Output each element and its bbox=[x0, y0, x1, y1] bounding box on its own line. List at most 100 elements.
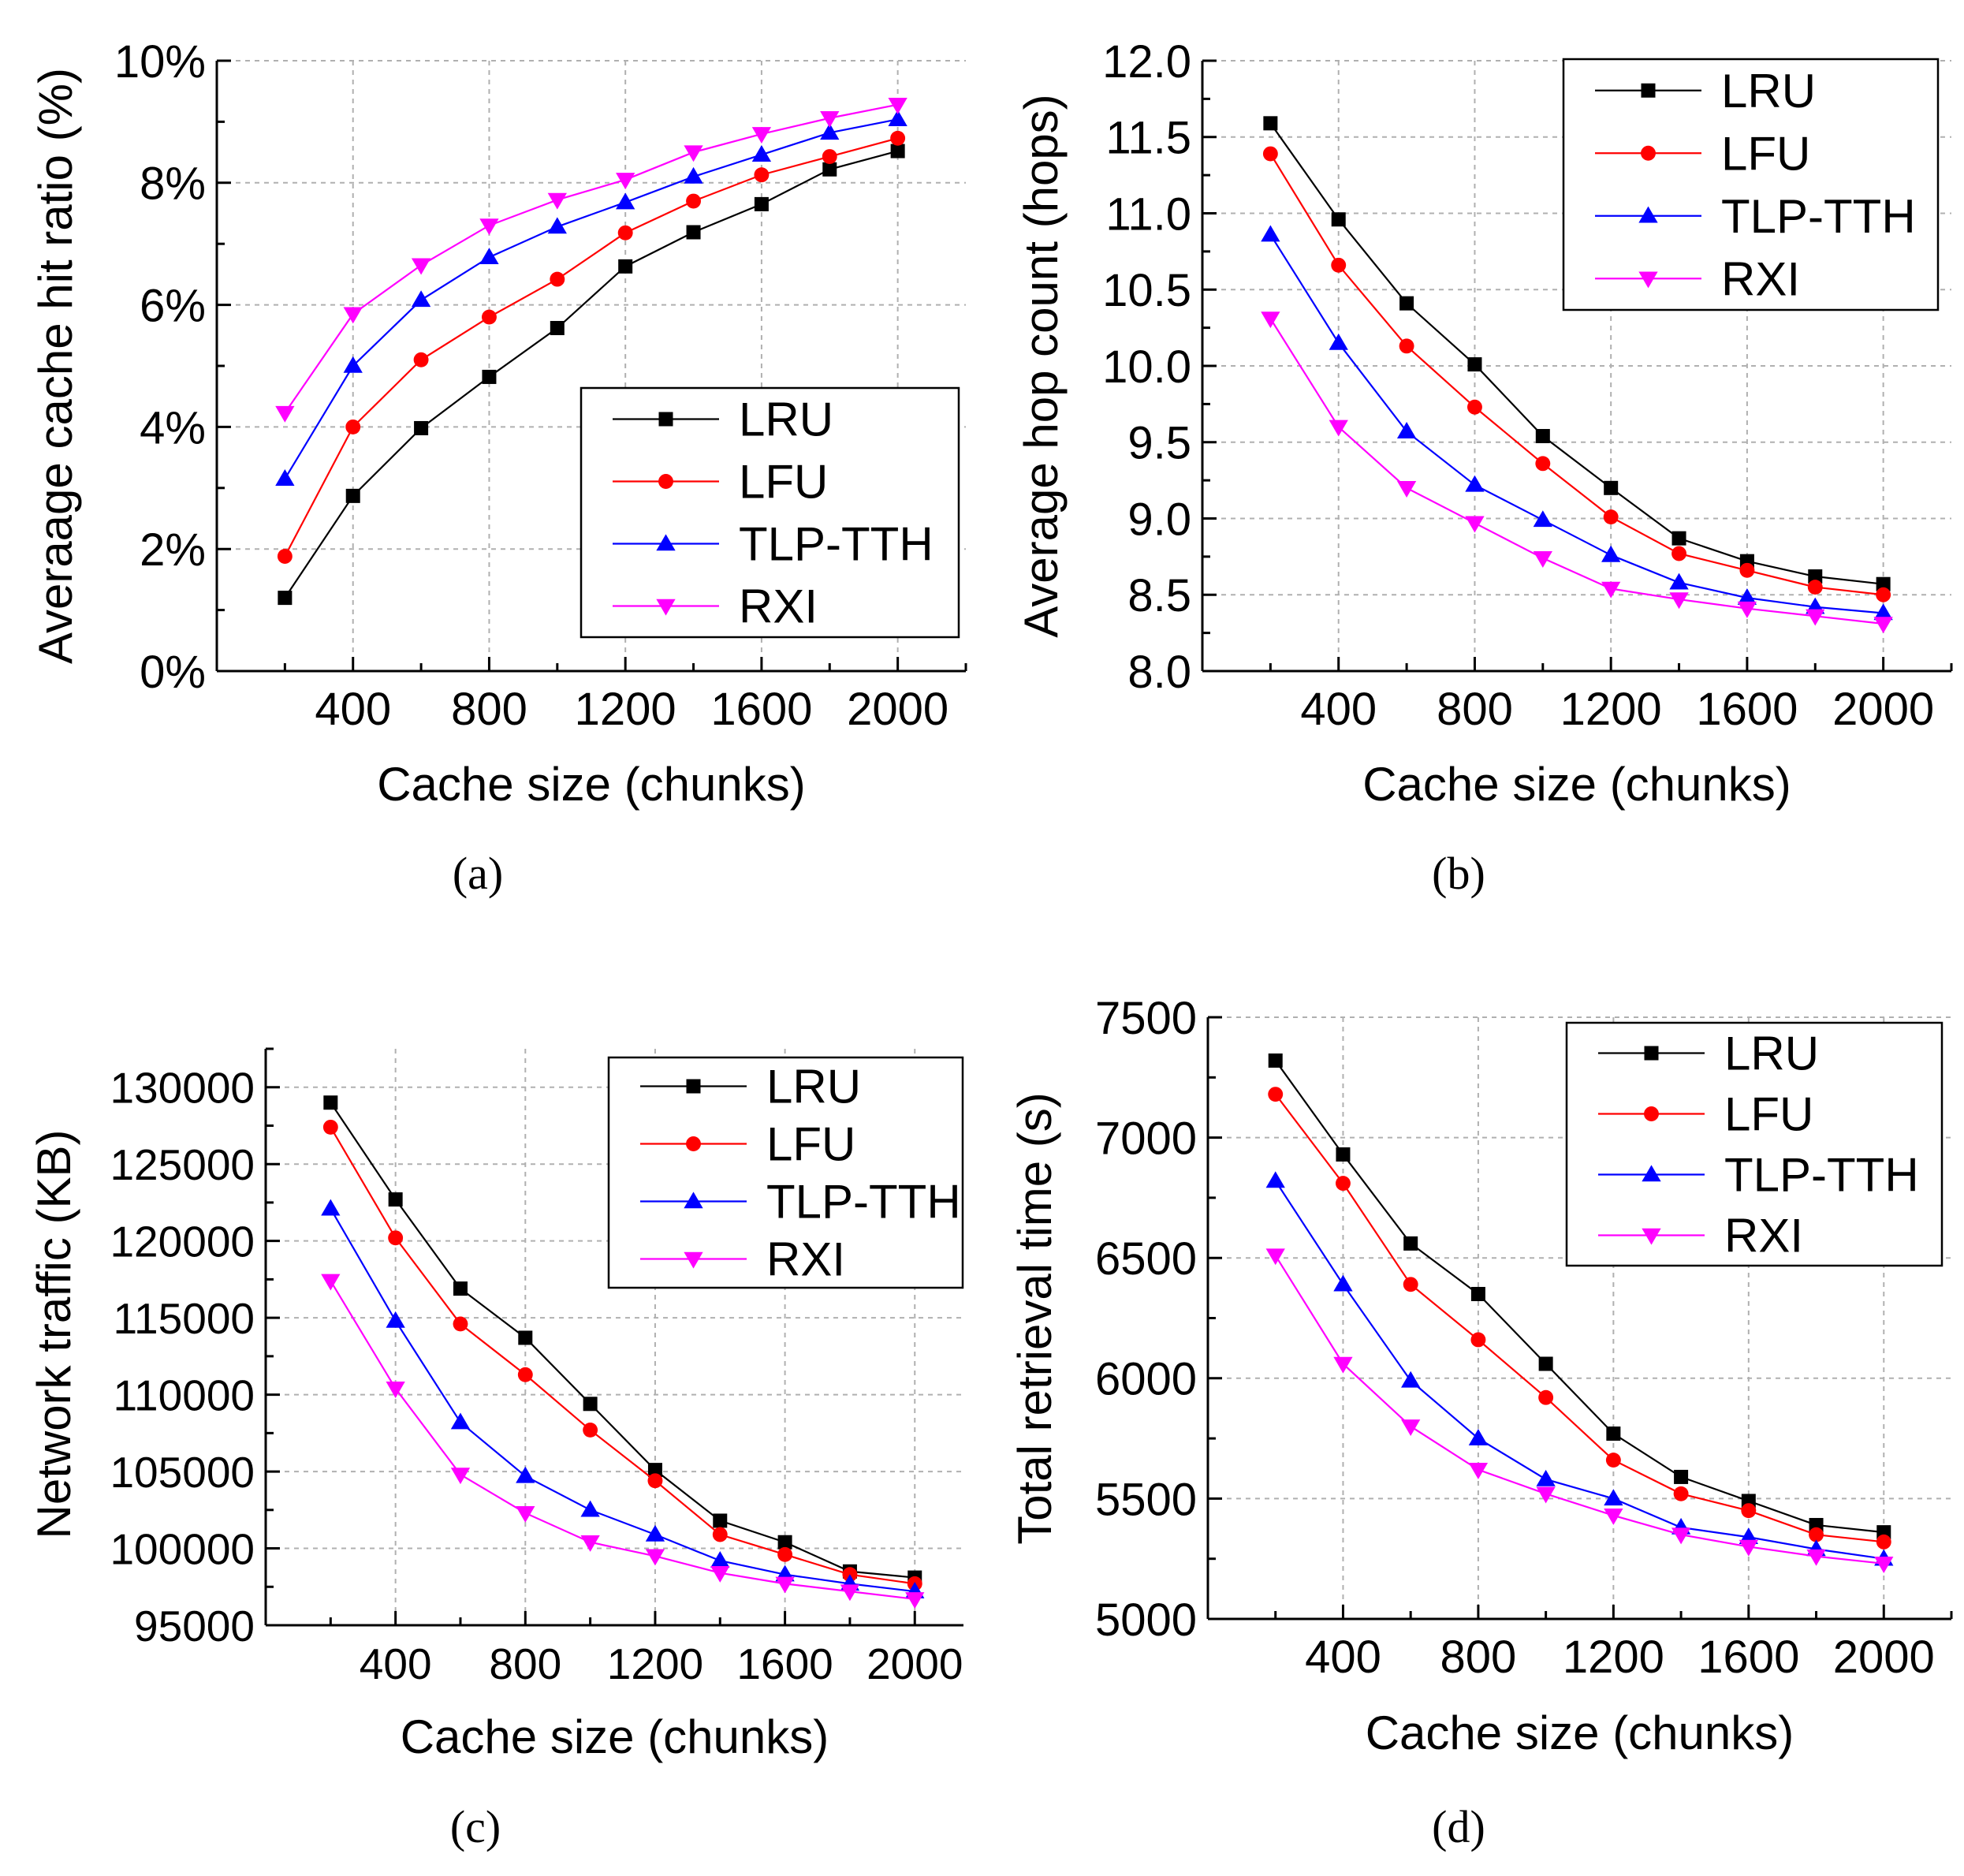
y-tick-label: 100000 bbox=[110, 1524, 255, 1573]
x-axis-label: Cache size (chunks) bbox=[1366, 1706, 1794, 1759]
data-point-lfu bbox=[686, 193, 701, 209]
series-line-lru bbox=[1269, 122, 1884, 585]
data-point-lfu bbox=[1809, 1527, 1824, 1542]
data-point-lfu bbox=[1470, 1332, 1486, 1348]
data-point-lfu bbox=[1603, 509, 1619, 525]
data-point-lru bbox=[388, 1192, 403, 1207]
x-tick-label: 800 bbox=[1440, 1632, 1517, 1683]
x-tick-label: 1600 bbox=[736, 1639, 833, 1688]
data-point-lfu bbox=[517, 1367, 533, 1382]
x-axis-label: Cache size (chunks) bbox=[401, 1710, 829, 1763]
series-line-lru bbox=[284, 150, 898, 599]
data-point-lfu bbox=[413, 352, 429, 367]
legend-label: LRU bbox=[1724, 1028, 1819, 1080]
legend-box bbox=[1565, 1021, 1944, 1267]
legend-label: TLP-TTH bbox=[1721, 190, 1916, 243]
x-tick-label: 400 bbox=[1300, 684, 1377, 735]
legend-marker-rxi bbox=[684, 1251, 703, 1269]
data-point-rxi bbox=[1329, 420, 1348, 437]
series-line-rxi bbox=[330, 1280, 915, 1600]
y-tick-label: 5000 bbox=[1095, 1594, 1197, 1646]
x-tick-label: 1200 bbox=[1563, 1632, 1664, 1683]
data-point-lru bbox=[1671, 531, 1686, 546]
data-point-lfu bbox=[1807, 580, 1823, 595]
x-tick-label: 2000 bbox=[866, 1639, 963, 1688]
x-tick-label: 400 bbox=[1305, 1632, 1381, 1683]
data-point-tlp-tth bbox=[1737, 587, 1757, 605]
data-point-rxi bbox=[710, 1565, 730, 1583]
data-point-tlp-tth bbox=[386, 1311, 405, 1328]
y-tick-label: 105000 bbox=[110, 1448, 255, 1497]
chart-c: 400 800 1200 1600 2000 95000 100000 105000 11000… bbox=[28, 1047, 964, 1852]
y-axis-label: Averaage cache hit ratio (%) bbox=[29, 68, 82, 664]
data-point-tlp-tth bbox=[1873, 603, 1893, 621]
data-point-lfu bbox=[1331, 257, 1347, 273]
series-line-rxi bbox=[1269, 318, 1884, 625]
data-point-lfu bbox=[1336, 1176, 1351, 1192]
series-line-lfu bbox=[1274, 1093, 1884, 1543]
data-point-lfu bbox=[1467, 399, 1482, 415]
legend-label: RXI bbox=[1721, 252, 1800, 305]
data-point-lru bbox=[278, 591, 293, 606]
y-tick-label: 9.0 bbox=[1127, 494, 1191, 545]
y-tick-label: 7000 bbox=[1095, 1113, 1197, 1164]
data-point-tlp-tth bbox=[1533, 510, 1552, 528]
data-point-lfu bbox=[583, 1422, 598, 1438]
x-tick-label: 400 bbox=[360, 1639, 432, 1688]
data-point-rxi bbox=[1601, 581, 1621, 599]
data-point-rxi bbox=[1873, 617, 1893, 634]
data-point-lru bbox=[1331, 212, 1346, 227]
chart-d: 400 800 1200 1600 2000 5000 5500 6000 6500 7000 75… bbox=[1008, 993, 1953, 1852]
x-axis-label: Cache size (chunks) bbox=[377, 758, 806, 811]
data-point-rxi bbox=[1465, 516, 1485, 533]
data-point-rxi bbox=[1671, 1527, 1691, 1545]
data-point-lfu bbox=[482, 309, 497, 325]
legend-label: TLP-TTH bbox=[766, 1176, 961, 1229]
data-point-lru bbox=[323, 1095, 338, 1110]
data-point-rxi bbox=[580, 1535, 600, 1552]
data-point-tlp-tth bbox=[684, 166, 703, 184]
x-tick-label: 1600 bbox=[1696, 684, 1798, 735]
data-point-lru bbox=[1876, 576, 1891, 591]
legend-label: LRU bbox=[739, 393, 833, 446]
data-point-rxi bbox=[1265, 1248, 1285, 1266]
data-point-rxi bbox=[775, 1576, 795, 1594]
data-point-rxi bbox=[1806, 1549, 1826, 1566]
legend-marker-lru bbox=[1641, 83, 1656, 98]
data-point-lfu bbox=[1538, 1389, 1554, 1405]
legend-marker-rxi bbox=[656, 599, 676, 616]
x-tick-label: 800 bbox=[1437, 684, 1513, 735]
series-line-tlp-tth bbox=[1269, 234, 1884, 614]
chart-caption: (a) bbox=[453, 848, 503, 899]
y-tick-label: 10.5 bbox=[1102, 265, 1191, 316]
chart-caption: (d) bbox=[1432, 1801, 1485, 1852]
y-tick-label: 2% bbox=[140, 524, 206, 576]
data-point-lru bbox=[345, 488, 360, 503]
legend-marker-lru bbox=[686, 1079, 701, 1094]
data-point-tlp-tth bbox=[1396, 422, 1417, 438]
data-point-tlp-tth bbox=[1465, 475, 1485, 492]
series-line-rxi bbox=[1274, 1255, 1884, 1565]
series-line-lfu bbox=[330, 1126, 915, 1585]
y-tick-label: 6000 bbox=[1095, 1354, 1197, 1405]
y-tick-label: 10.0 bbox=[1102, 341, 1191, 393]
data-point-lru bbox=[1470, 1286, 1485, 1301]
x-tick-label: 1200 bbox=[575, 684, 676, 735]
data-point-tlp-tth bbox=[645, 1524, 665, 1542]
data-point-lfu bbox=[1535, 456, 1551, 472]
y-tick-label: 8% bbox=[140, 159, 206, 210]
x-tick-label: 1600 bbox=[1698, 1632, 1799, 1683]
legend-marker-lfu bbox=[1644, 1106, 1659, 1121]
data-point-rxi bbox=[684, 145, 703, 162]
data-point-tlp-tth bbox=[1329, 333, 1348, 350]
data-point-rxi bbox=[1533, 551, 1552, 568]
x-axis-label: Cache size (chunks) bbox=[1362, 758, 1791, 811]
data-point-lfu bbox=[1741, 1503, 1757, 1519]
data-point-rxi bbox=[888, 97, 907, 114]
legend-marker-rxi bbox=[1638, 271, 1658, 289]
data-point-tlp-tth bbox=[1261, 225, 1280, 242]
y-tick-label: 8.5 bbox=[1127, 570, 1191, 621]
legend-box bbox=[580, 386, 960, 639]
data-point-tlp-tth bbox=[343, 356, 363, 373]
data-point-lru bbox=[1538, 1356, 1553, 1371]
